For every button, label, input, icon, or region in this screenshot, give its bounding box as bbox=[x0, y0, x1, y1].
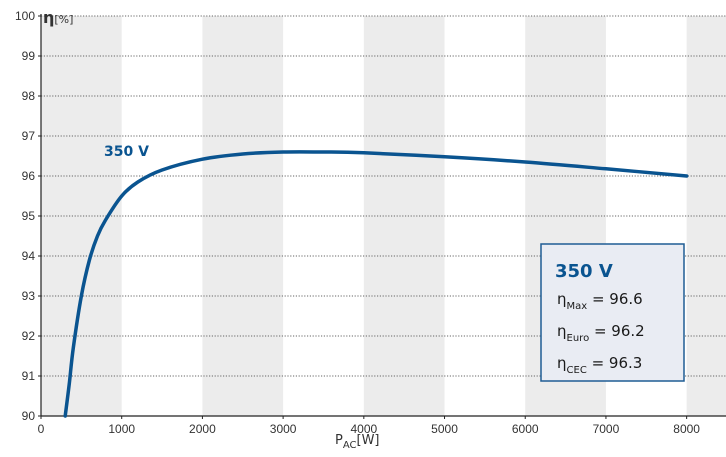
info-box-title: 350 V bbox=[555, 261, 613, 282]
y-tick-97: 97 bbox=[22, 129, 36, 143]
x-tick-labels: 0 1000 2000 3000 4000 5000 6000 7000 8000 bbox=[38, 416, 700, 436]
eta-euro-sub: Euro bbox=[567, 333, 590, 344]
x-tick-6000: 6000 bbox=[512, 422, 539, 436]
band-4000 bbox=[363, 16, 445, 416]
x-tick-5000: 5000 bbox=[431, 422, 458, 436]
eta-max-line: ηMax = 96.6 bbox=[557, 290, 643, 312]
x-tick-2000: 2000 bbox=[189, 422, 216, 436]
y-axis-label: η[%] bbox=[43, 8, 73, 27]
y-axis-unit: [%] bbox=[54, 13, 73, 26]
x-tick-0: 0 bbox=[38, 422, 45, 436]
eta-euro-symbol: η bbox=[557, 322, 567, 340]
eta-max-symbol: η bbox=[557, 290, 567, 308]
eta-max-sub: Max bbox=[567, 301, 588, 312]
y-tick-92: 92 bbox=[22, 329, 36, 343]
y-tick-94: 94 bbox=[22, 249, 36, 263]
x-tick-4000: 4000 bbox=[350, 422, 377, 436]
x-tick-1000: 1000 bbox=[108, 422, 135, 436]
y-tick-labels: 90 91 92 93 94 95 96 97 98 99 100 bbox=[15, 9, 41, 423]
x-axis-main: P bbox=[335, 433, 343, 448]
x-tick-7000: 7000 bbox=[593, 422, 620, 436]
eta-cec-symbol: η bbox=[557, 354, 567, 372]
series-label: 350 V bbox=[104, 144, 149, 160]
x-axis-sub: AC bbox=[343, 440, 357, 451]
axes bbox=[40, 14, 726, 417]
y-tick-93: 93 bbox=[22, 289, 36, 303]
x-tick-8000: 8000 bbox=[673, 422, 700, 436]
y-tick-96: 96 bbox=[22, 169, 36, 183]
eta-max-value: = 96.6 bbox=[587, 290, 643, 308]
eta-cec-sub: CEC bbox=[567, 365, 587, 376]
y-tick-99: 99 bbox=[22, 49, 36, 63]
info-box-frame bbox=[540, 243, 685, 382]
x-tick-3000: 3000 bbox=[270, 422, 297, 436]
info-box: 350 V ηMax = 96.6 ηEuro = 96.2 ηCEC = 96… bbox=[540, 243, 685, 382]
eta-cec-line: ηCEC = 96.3 bbox=[557, 354, 642, 376]
y-tick-95: 95 bbox=[22, 209, 36, 223]
x-axis-unit: [W] bbox=[357, 433, 380, 448]
eta-euro-line: ηEuro = 96.2 bbox=[557, 322, 645, 344]
y-axis-symbol: η bbox=[43, 8, 54, 27]
eta-euro-value: = 96.2 bbox=[589, 322, 645, 340]
y-tick-98: 98 bbox=[22, 89, 36, 103]
band-8000 bbox=[686, 16, 726, 416]
y-tick-90: 90 bbox=[22, 409, 36, 423]
eta-cec-value: = 96.3 bbox=[587, 354, 643, 372]
y-tick-91: 91 bbox=[22, 369, 36, 383]
series-line-0 bbox=[63, 150, 689, 418]
y-tick-100: 100 bbox=[15, 9, 35, 23]
series-layer bbox=[63, 150, 689, 418]
x-axis-label: PAC[W] bbox=[335, 433, 380, 451]
